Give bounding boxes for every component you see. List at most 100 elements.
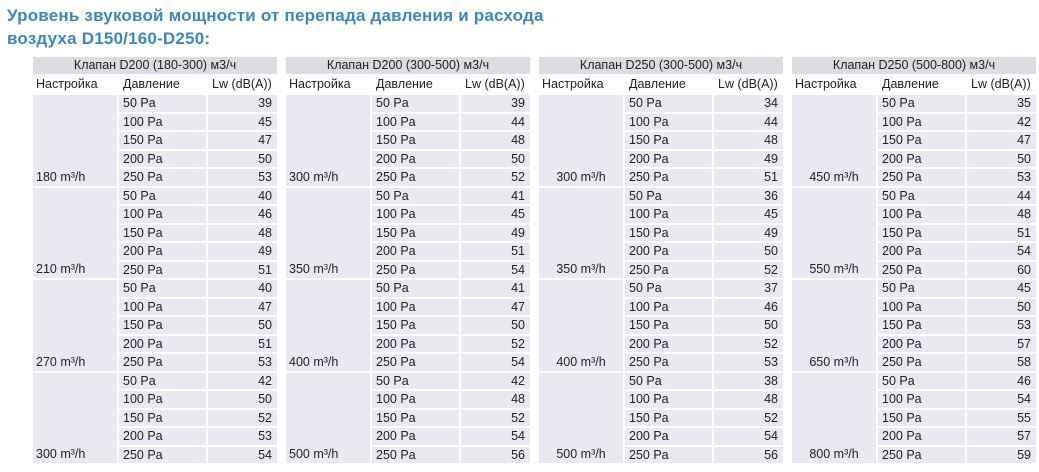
table-title: Клапан D200 (180-300) м3/ч	[33, 57, 277, 74]
lw-value-cell: 49	[714, 150, 783, 167]
lw-value-cell: 47	[208, 132, 277, 149]
setting-cell: 400 m³/h	[286, 280, 370, 371]
lw-value-cell: 48	[461, 132, 530, 149]
setting-group: 500 m³/h 50 Pa 42 100 Pa 48 150 Pa 52 200 Pa 54 2…	[286, 372, 530, 463]
pressure-cell: 150 Pa	[878, 317, 965, 334]
pressure-cell: 150 Pa	[878, 132, 965, 149]
pressure-cell: 150 Pa	[878, 409, 965, 426]
lw-value-cell: 46	[714, 298, 783, 315]
pressure-cell: 100 Pa	[372, 391, 459, 408]
setting-group: 300 m³/h 50 Pa 34 100 Pa 44 150 Pa 48 200 Pa 49 2…	[539, 95, 783, 186]
pressure-cell: 50 Pa	[119, 280, 206, 297]
pressure-cell: 150 Pa	[372, 317, 459, 334]
lw-value-cell: 45	[714, 206, 783, 223]
setting-cell: 300 m³/h	[539, 95, 623, 186]
lw-value-cell: 36	[714, 187, 783, 204]
lw-value-cell: 44	[461, 113, 530, 130]
lw-value-cell: 47	[461, 298, 530, 315]
lw-value-cell: 50	[461, 317, 530, 334]
pressure-cell: 150 Pa	[625, 132, 712, 149]
pressure-cell: 200 Pa	[119, 335, 206, 352]
pressure-cell: 150 Pa	[878, 224, 965, 241]
setting-group: 300 m³/h 50 Pa 42 100 Pa 50 150 Pa 52 200 Pa 53 2…	[33, 372, 277, 463]
pressure-cell: 200 Pa	[372, 243, 459, 260]
lw-value-cell: 50	[208, 150, 277, 167]
pressure-cell: 200 Pa	[878, 428, 965, 445]
lw-value-cell: 44	[967, 187, 1036, 204]
pressure-cell: 150 Pa	[372, 132, 459, 149]
lw-value-cell: 51	[714, 169, 783, 186]
pressure-cell: 50 Pa	[878, 372, 965, 389]
column-header-setting: Настройка	[795, 77, 857, 91]
pressure-cell: 100 Pa	[625, 113, 712, 130]
lw-value-cell: 58	[967, 354, 1036, 371]
pressure-cell: 250 Pa	[372, 354, 459, 371]
pressure-cell: 200 Pa	[878, 243, 965, 260]
pressure-cell: 150 Pa	[119, 132, 206, 149]
setting-group: 350 m³/h 50 Pa 41 100 Pa 45 150 Pa 49 200 Pa 51 2…	[286, 187, 530, 278]
pressure-cell: 250 Pa	[119, 261, 206, 278]
lw-value-cell: 60	[967, 261, 1036, 278]
setting-group: 180 m³/h 50 Pa 39 100 Pa 45 150 Pa 47 200 Pa 50 2…	[33, 95, 277, 186]
lw-value-cell: 52	[461, 169, 530, 186]
lw-value-cell: 55	[967, 409, 1036, 426]
pressure-cell: 150 Pa	[119, 409, 206, 426]
column-header-setting: Настройка	[289, 77, 351, 91]
pressure-cell: 200 Pa	[625, 150, 712, 167]
lw-value-cell: 49	[461, 224, 530, 241]
setting-cell: 500 m³/h	[539, 372, 623, 463]
pressure-cell: 200 Pa	[119, 150, 206, 167]
setting-cell: 300 m³/h	[286, 95, 370, 186]
setting-group: 550 m³/h 50 Pa 44 100 Pa 48 150 Pa 51 200 Pa 54 2…	[792, 187, 1036, 278]
column-header-setting: Настройка	[36, 77, 98, 91]
pressure-cell: 250 Pa	[372, 169, 459, 186]
pressure-cell: 250 Pa	[625, 261, 712, 278]
lw-value-cell: 53	[208, 169, 277, 186]
setting-cell: 450 m³/h	[792, 95, 876, 186]
lw-value-cell: 53	[208, 354, 277, 371]
pressure-cell: 50 Pa	[372, 280, 459, 297]
lw-value-cell: 49	[208, 243, 277, 260]
lw-value-cell: 57	[967, 428, 1036, 445]
lw-value-cell: 45	[208, 113, 277, 130]
column-header-row: Настройка Давление Lw (dB(A))	[33, 76, 277, 93]
lw-value-cell: 53	[967, 169, 1036, 186]
lw-value-cell: 44	[714, 113, 783, 130]
pressure-cell: 100 Pa	[878, 113, 965, 130]
lw-value-cell: 54	[208, 446, 277, 463]
lw-value-cell: 54	[461, 354, 530, 371]
lw-value-cell: 52	[714, 335, 783, 352]
column-header-lw: Lw (dB(A))	[971, 77, 1031, 91]
lw-value-cell: 39	[461, 95, 530, 112]
setting-cell: 650 m³/h	[792, 280, 876, 371]
column-header-lw: Lw (dB(A))	[718, 77, 778, 91]
pressure-cell: 150 Pa	[119, 224, 206, 241]
pressure-cell: 150 Pa	[625, 317, 712, 334]
lw-value-cell: 48	[967, 206, 1036, 223]
lw-value-cell: 52	[461, 409, 530, 426]
lw-value-cell: 40	[208, 187, 277, 204]
lw-value-cell: 50	[208, 317, 277, 334]
lw-value-cell: 51	[208, 261, 277, 278]
table-title: Клапан D250 (500-800) м3/ч	[792, 57, 1036, 74]
lw-value-cell: 57	[967, 335, 1036, 352]
page: Уровень звуковой мощности от перепада да…	[0, 4, 1039, 465]
lw-value-cell: 47	[967, 132, 1036, 149]
pressure-cell: 100 Pa	[878, 298, 965, 315]
title-line-1: Уровень звуковой мощности от перепада да…	[7, 6, 544, 25]
pressure-cell: 250 Pa	[878, 169, 965, 186]
pressure-cell: 50 Pa	[625, 187, 712, 204]
lw-value-cell: 56	[714, 446, 783, 463]
table-title: Клапан D200 (300-500) м3/ч	[286, 57, 530, 74]
pressure-cell: 100 Pa	[119, 298, 206, 315]
page-title: Уровень звуковой мощности от перепада да…	[7, 4, 1039, 50]
pressure-cell: 150 Pa	[372, 409, 459, 426]
valve-table: Клапан D250 (300-500) м3/ч Настройка Дав…	[539, 57, 783, 465]
lw-value-cell: 53	[208, 428, 277, 445]
setting-group: 400 m³/h 50 Pa 37 100 Pa 46 150 Pa 50 200 Pa 52 2…	[539, 280, 783, 371]
lw-value-cell: 42	[208, 372, 277, 389]
pressure-cell: 50 Pa	[878, 280, 965, 297]
lw-value-cell: 45	[967, 280, 1036, 297]
lw-value-cell: 37	[714, 280, 783, 297]
lw-value-cell: 59	[967, 446, 1036, 463]
